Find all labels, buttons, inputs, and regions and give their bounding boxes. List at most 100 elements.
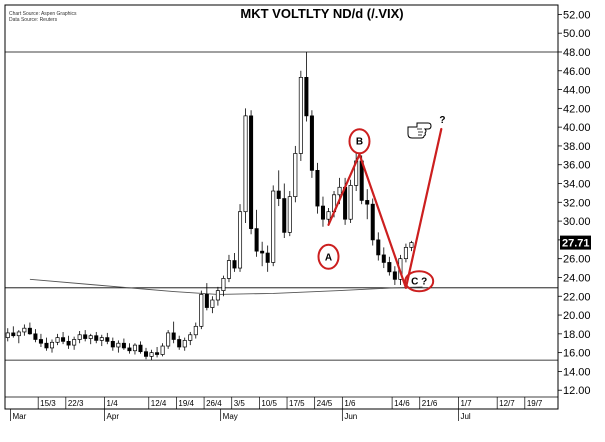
- month-label: Mar: [13, 412, 27, 421]
- candle: [83, 330, 88, 342]
- candle-body: [132, 344, 137, 352]
- candle-body: [260, 250, 265, 254]
- candle: [49, 339, 55, 353]
- candle: [381, 247, 386, 269]
- candle-body: [226, 260, 231, 279]
- annotation-label: A: [325, 252, 332, 263]
- candle: [376, 232, 381, 261]
- last-value-label: 27.71: [562, 238, 590, 250]
- month-label: Apr: [107, 412, 120, 421]
- month-label: Jun: [344, 412, 357, 421]
- y-tick-label: 24.00: [563, 272, 591, 284]
- candle: [182, 337, 187, 351]
- pattern-annotations: A B C ??: [317, 115, 445, 293]
- candle-body: [392, 271, 397, 280]
- candle: [226, 254, 231, 283]
- candle: [298, 70, 303, 161]
- candle: [232, 253, 237, 272]
- y-tick-label: 26.00: [563, 254, 591, 266]
- candle-body: [83, 334, 88, 339]
- candle: [77, 331, 82, 344]
- candle-body: [293, 153, 298, 198]
- candle: [309, 110, 314, 178]
- x-tick-label: 14/6: [394, 399, 410, 408]
- candle: [387, 256, 392, 276]
- y-tick-label: 50.00: [563, 28, 591, 40]
- annotation-label: ?: [439, 115, 445, 126]
- candle: [22, 324, 27, 336]
- y-tick-label: 52.00: [563, 9, 591, 21]
- candle: [348, 179, 353, 223]
- candle-body: [365, 200, 370, 205]
- candle-body: [44, 342, 49, 349]
- moving-average-line: [29, 278, 423, 295]
- candle: [138, 341, 143, 354]
- annotation-circle-b: [348, 128, 371, 155]
- candle-body: [232, 260, 237, 269]
- candle-body: [309, 115, 314, 171]
- candle-body: [171, 332, 176, 340]
- candle: [293, 145, 298, 203]
- x-tick-label: 15/3: [40, 399, 56, 408]
- data-source-line: Data Source: Reuters: [9, 17, 58, 23]
- candle: [61, 331, 66, 345]
- y-axis: 12.00 14.00 16.00 18.00 20.00 22.00 24.00 26.00…: [558, 9, 591, 397]
- candle-body: [38, 339, 43, 344]
- candle-body: [376, 239, 381, 256]
- y-tick-label: 18.00: [563, 329, 591, 341]
- candle: [110, 337, 115, 351]
- plot-frame: [4, 4, 559, 410]
- y-tick-label: 12.00: [563, 385, 591, 397]
- candle-body: [188, 334, 193, 341]
- candle: [271, 185, 276, 267]
- candle: [276, 170, 281, 207]
- candle-body: [282, 198, 287, 233]
- candle: [287, 191, 292, 237]
- candle-body: [182, 340, 187, 348]
- x-tick-label: 21/6: [422, 399, 438, 408]
- candle-body: [110, 341, 115, 348]
- last-value-marker: 27.71: [560, 235, 591, 250]
- candle-body: [16, 331, 21, 337]
- candle-body: [105, 337, 110, 342]
- candle: [315, 162, 320, 214]
- abc-pattern-lines: [327, 127, 443, 289]
- x-tick-label: 1/4: [107, 399, 119, 408]
- candle: [5, 328, 10, 342]
- candle: [132, 343, 137, 355]
- candle: [282, 183, 287, 239]
- x-axis: 15/3 22/3 1/4 12/4 19/4 26/4 3/5 10/5 17/5 24/5 1/…: [5, 396, 558, 421]
- month-label: May: [223, 412, 238, 421]
- candle-body: [27, 327, 32, 335]
- candle: [210, 296, 215, 314]
- annotation-label: C ?: [411, 277, 427, 288]
- candle-body: [127, 347, 132, 352]
- candle: [99, 334, 104, 347]
- candle-body: [210, 299, 215, 308]
- y-tick-label: 46.00: [563, 66, 591, 78]
- candle-body: [204, 294, 209, 308]
- candle: [370, 198, 375, 246]
- last-value-box: [560, 235, 591, 250]
- candle: [38, 333, 43, 347]
- candle: [177, 335, 182, 350]
- candle: [365, 189, 370, 220]
- x-tick-label: 3/5: [234, 399, 246, 408]
- candle: [44, 337, 49, 351]
- x-tick-label: 26/4: [206, 399, 222, 408]
- candle-body: [337, 186, 342, 196]
- candle-body: [403, 247, 408, 260]
- candle-body: [88, 335, 93, 339]
- y-tick-label: 22.00: [563, 291, 591, 303]
- candle: [66, 335, 71, 349]
- candle-body: [72, 339, 77, 346]
- candle: [265, 245, 270, 272]
- candle: [243, 108, 248, 223]
- candle: [149, 349, 154, 361]
- candle: [127, 343, 132, 354]
- candle: [160, 343, 165, 357]
- candle: [193, 322, 198, 339]
- candle: [171, 321, 176, 344]
